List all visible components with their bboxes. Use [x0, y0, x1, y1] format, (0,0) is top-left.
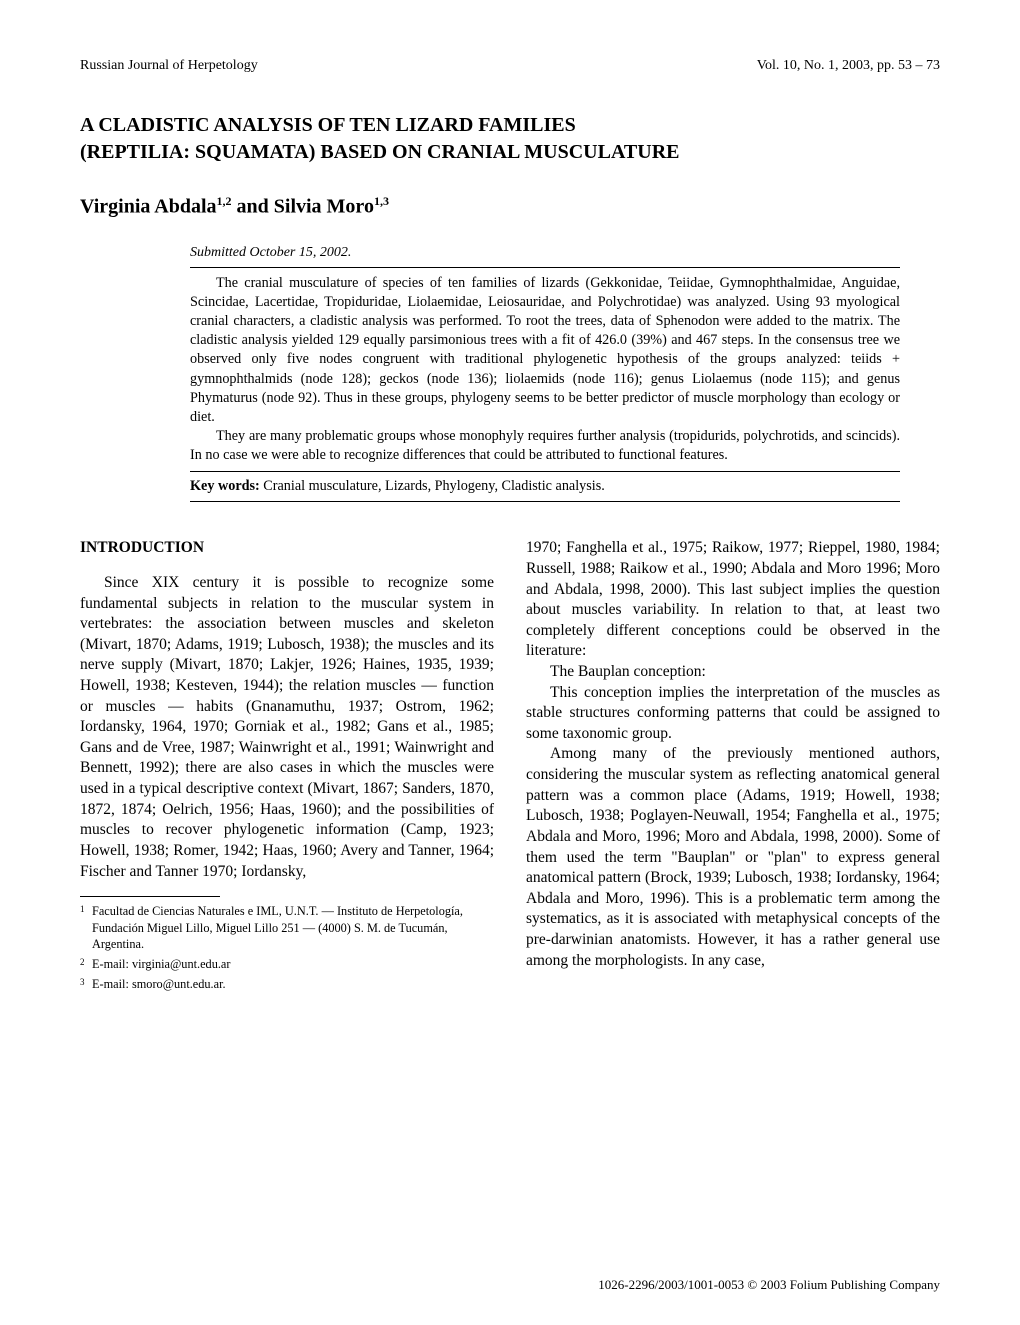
footnote-1: 1 Facultad de Ciencias Naturales e IML, … — [80, 903, 494, 953]
rule-after-keywords — [190, 501, 900, 502]
footnote-2-text: E-mail: virginia@unt.edu.ar — [92, 956, 230, 973]
intro-para-right-2: The Bauplan conception: — [526, 662, 940, 683]
footnote-2: 2 E-mail: virginia@unt.edu.ar — [80, 956, 494, 973]
section-heading-introduction: INTRODUCTION — [80, 538, 494, 559]
author-line: Virginia Abdala1,2 and Silvia Moro1,3 — [80, 194, 940, 219]
submitted-block: Submitted October 15, 2002. — [190, 245, 900, 268]
footnote-3: 3 E-mail: smoro@unt.edu.ar. — [80, 976, 494, 993]
body-columns: INTRODUCTION Since XIX century it is pos… — [80, 538, 940, 995]
title-line-2: (REPTILIA: SQUAMATA) BASED ON CRANIAL MU… — [80, 141, 680, 163]
left-column: INTRODUCTION Since XIX century it is pos… — [80, 538, 494, 995]
right-column: 1970; Fanghella et al., 1975; Raikow, 19… — [526, 538, 940, 995]
keywords-label: Key words: — [190, 478, 260, 494]
author-conjunction: and Silvia Moro — [232, 196, 374, 218]
footnote-3-mark: 3 — [80, 976, 88, 993]
intro-para-left: Since XIX century it is possible to reco… — [80, 573, 494, 882]
intro-para-right-3: This conception implies the interpretati… — [526, 683, 940, 745]
citation-info: Vol. 10, No. 1, 2003, pp. 53 – 73 — [757, 58, 940, 74]
footnote-1-mark: 1 — [80, 903, 88, 953]
author-2-affil: 1,3 — [374, 194, 389, 208]
author-1-affil: 1,2 — [217, 194, 232, 208]
title-line-1: A CLADISTIC ANALYSIS OF TEN LIZARD FAMIL… — [80, 114, 576, 136]
footnote-2-mark: 2 — [80, 956, 88, 973]
running-header: Russian Journal of Herpetology Vol. 10, … — [80, 58, 940, 74]
footnotes-rule — [80, 896, 220, 897]
rule-after-abstract — [190, 471, 900, 472]
keywords-line: Key words: Cranial musculature, Lizards,… — [190, 478, 900, 495]
intro-para-right-1: 1970; Fanghella et al., 1975; Raikow, 19… — [526, 538, 940, 662]
journal-name: Russian Journal of Herpetology — [80, 58, 258, 74]
footnote-1-text: Facultad de Ciencias Naturales e IML, U.… — [92, 903, 494, 953]
submitted-date: Submitted October 15, 2002. — [190, 245, 900, 261]
footer-copyright: 1026-2296/2003/1001-0053 © 2003 Folium P… — [598, 1277, 940, 1293]
footnotes: 1 Facultad de Ciencias Naturales e IML, … — [80, 903, 494, 992]
article-title: A CLADISTIC ANALYSIS OF TEN LIZARD FAMIL… — [80, 112, 940, 166]
intro-para-right-4: Among many of the previously mentioned a… — [526, 744, 940, 971]
abstract: The cranial musculature of species of te… — [190, 274, 900, 466]
keywords-text: Cranial musculature, Lizards, Phylogeny,… — [260, 478, 605, 494]
footnote-3-text: E-mail: smoro@unt.edu.ar. — [92, 976, 226, 993]
abstract-para-1: The cranial musculature of species of te… — [190, 274, 900, 427]
rule-mid — [190, 471, 900, 472]
rule-bottom — [190, 501, 900, 502]
abstract-para-2: They are many problematic groups whose m… — [190, 427, 900, 465]
rule-top — [190, 267, 900, 268]
author-1: Virginia Abdala — [80, 196, 217, 218]
